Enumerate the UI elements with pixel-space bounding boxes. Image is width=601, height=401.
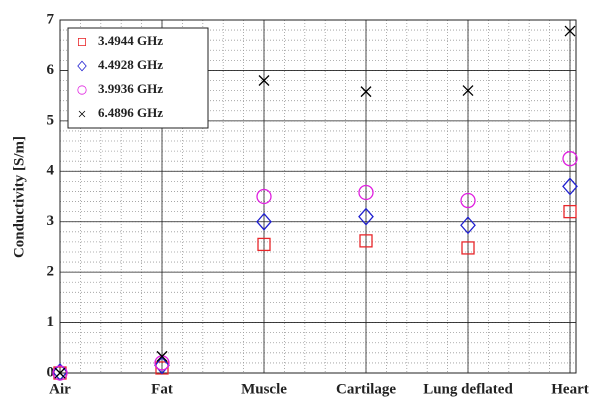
point [358,184,374,201]
y-tick-label: 0 [47,364,55,380]
point [358,207,374,226]
legend-box [67,27,209,129]
point [564,25,576,37]
plot-frame [59,19,577,374]
point [461,241,475,255]
point [359,234,373,248]
point [460,192,476,209]
legend-marker [77,85,87,95]
y-tick-label: 6 [47,62,55,78]
x-tick-label: Heart [551,381,588,397]
point [156,350,168,362]
legend-marker [78,110,86,118]
legend-label: 4.4928 GHz [98,57,163,72]
legend-label: 3.9936 GHz [98,81,163,96]
legend-marker [77,60,87,72]
x-tick-label: Cartilage [336,381,396,397]
point [256,212,272,231]
x-tick-label: Air [49,381,71,397]
point [360,86,372,98]
point [563,204,577,219]
point [256,188,272,205]
x-tick-label: Fat [151,381,173,397]
point [258,75,270,86]
x-tick-label: Muscle [241,381,287,397]
point [52,365,68,381]
legend-label: 3.4944 GHz [98,33,163,48]
legend-marker [78,38,86,46]
y-tick-label: 4 [47,163,55,179]
point [54,367,66,379]
y-tick-label: 5 [47,112,55,128]
y-tick-label: 1 [47,314,55,330]
y-tick-label: 2 [47,264,55,280]
legend-label: 6.4896 GHz [98,105,163,120]
point [460,216,476,235]
point [462,85,474,97]
y-axis-label: Conductivity [S/m] [11,136,27,258]
y-tick-label: 3 [47,213,55,229]
point [257,237,271,252]
y-tick-label: 7 [47,11,55,27]
point [562,151,578,167]
point [154,356,170,375]
point [562,177,578,196]
x-tick-label: Lung deflated [423,381,513,397]
